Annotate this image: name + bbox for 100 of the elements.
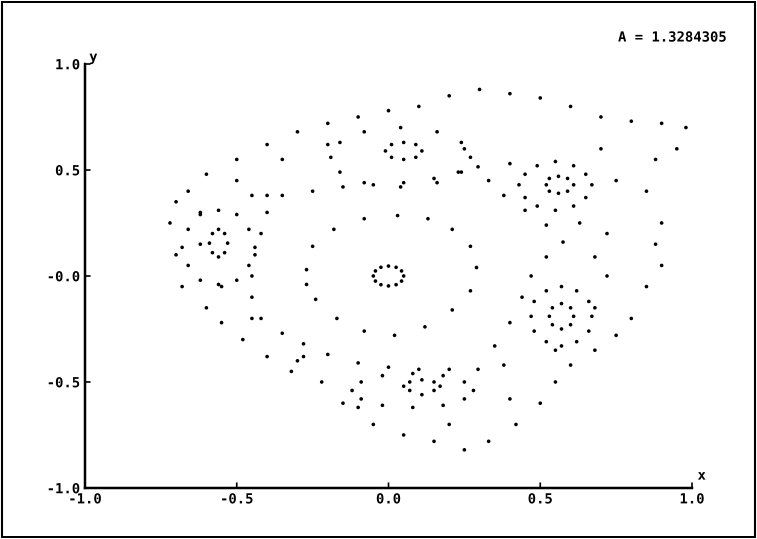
point [550,322,554,327]
point [584,172,588,176]
point [247,264,251,268]
point [432,388,436,392]
point [247,228,251,232]
point [590,314,594,318]
point [435,180,439,185]
y-tick-label: 0.5 [56,164,80,176]
point [554,160,558,164]
point [572,204,576,208]
point [380,374,384,378]
point [426,216,430,221]
x-tick-label: 0.0 [376,493,400,504]
point [568,322,572,327]
point [280,331,284,336]
text: A = 1.3284305 [618,31,726,42]
point [578,221,582,225]
point [304,268,308,272]
point [502,363,506,367]
point [572,164,576,168]
point [450,308,454,312]
point [548,189,552,194]
point [544,223,548,227]
point [250,316,254,320]
point [420,392,424,397]
point [532,300,536,304]
point [408,388,412,392]
point [265,194,269,198]
point [210,232,214,236]
point [302,342,306,346]
point [304,282,308,286]
point [560,284,564,288]
point [359,380,364,384]
x-tick-label: 1.0 [680,493,704,504]
point [574,340,579,344]
point [216,255,220,259]
point [359,397,364,401]
point [476,367,480,372]
point [338,170,342,174]
point [414,155,418,160]
point [180,246,184,250]
point [462,380,466,384]
y-axis-title: y [90,54,98,64]
point [460,140,464,144]
point [593,255,597,259]
point [400,279,404,283]
point [384,149,388,153]
point [441,403,445,408]
point [302,354,306,358]
point [472,388,476,392]
point [560,344,564,348]
point [398,185,402,189]
point [566,189,570,194]
point [396,214,400,218]
point [529,274,533,278]
point [341,185,345,189]
point [560,327,564,331]
point [402,158,406,162]
point [310,244,314,248]
point [402,384,406,388]
point [486,178,490,182]
point [432,380,436,384]
x-tick-label: -1.0 [70,493,101,504]
point [226,241,230,245]
point [362,216,366,221]
point [544,183,548,187]
point [410,406,415,410]
point [208,241,212,245]
point [259,232,263,236]
point [186,264,190,268]
point [374,269,378,273]
point [379,282,383,287]
point [350,388,354,392]
point [410,372,415,376]
point [186,228,190,232]
point [468,244,472,248]
point [554,208,558,212]
point [438,384,442,388]
point [250,295,254,300]
y-tick-label: -0.5 [48,376,80,388]
point [371,274,376,278]
point [222,232,226,236]
point [259,316,263,320]
point [556,174,560,178]
point [402,140,406,144]
point [250,194,254,198]
point [400,269,404,273]
point [253,252,257,257]
point [398,126,402,130]
point [568,306,572,310]
point [523,196,527,200]
point [234,212,239,216]
point [394,265,398,270]
point [532,329,536,333]
point [544,340,548,344]
point [210,250,214,255]
point [280,194,284,198]
point [408,380,412,384]
point [356,361,360,365]
point [561,240,565,244]
